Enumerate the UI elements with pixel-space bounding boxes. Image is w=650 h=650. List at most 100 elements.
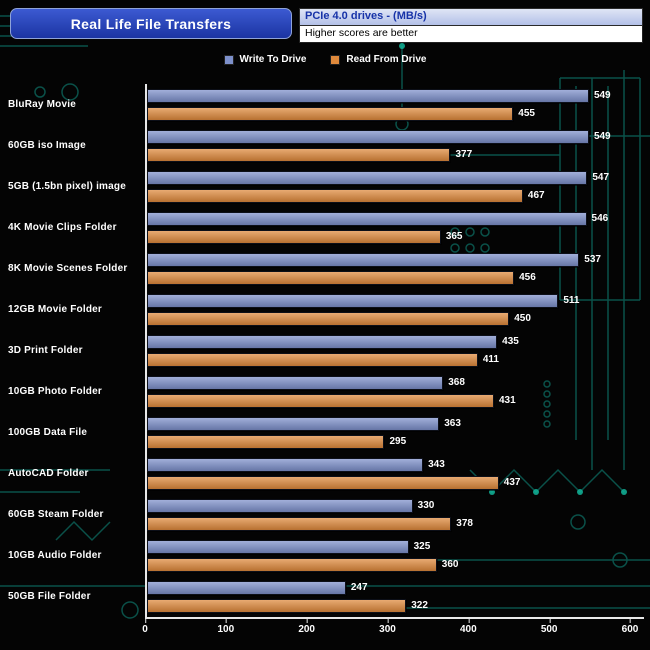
value-label: 435 <box>502 335 519 347</box>
category-label: 3D Print Folder <box>8 345 83 356</box>
value-label: 467 <box>527 189 545 201</box>
read-bar <box>147 393 494 408</box>
bar-line: 368 <box>147 375 630 390</box>
write-bar <box>147 252 580 267</box>
write-bar <box>147 498 413 513</box>
category-label: 50GB File Folder <box>8 591 91 602</box>
bar-line: 455 <box>147 106 630 121</box>
bar-line: 456 <box>147 270 630 285</box>
write-bar <box>147 170 588 185</box>
category-label: 8K Movie Scenes Folder <box>8 263 128 274</box>
category-label: 10GB Photo Folder <box>8 386 102 397</box>
read-bar <box>147 147 451 162</box>
value-label: 549 <box>593 130 611 142</box>
bar-line: 322 <box>147 598 630 613</box>
write-bar <box>147 457 424 472</box>
chart-row: AutoCAD Folder 343 437 <box>8 453 630 494</box>
value-label: 247 <box>350 581 368 593</box>
bar-line: 547 <box>147 170 630 185</box>
value-label: 378 <box>456 517 473 529</box>
chart-row: 4K Movie Clips Folder 546 365 <box>8 207 630 248</box>
bar-line: 330 <box>147 498 630 513</box>
category-label: BluRay Movie <box>8 99 76 110</box>
bars-group: 368 431 <box>145 371 630 412</box>
write-bar <box>147 334 498 349</box>
bars-group: 247 322 <box>145 576 630 617</box>
x-tick-label: 600 <box>621 619 639 635</box>
bar-line: 325 <box>147 539 630 554</box>
x-tick-label: 100 <box>217 619 235 635</box>
value-label: 377 <box>455 148 473 160</box>
bars-group: 546 365 <box>145 207 630 248</box>
chart-rows: BluRay Movie 549 455 60GB iso Image 549 377 5G… <box>8 84 630 617</box>
value-label: 456 <box>519 271 536 283</box>
write-bar <box>147 539 409 554</box>
bar-line: 411 <box>147 352 630 367</box>
category-label: 100GB Data File <box>8 427 88 438</box>
chart-title-box: Real Life File Transfers <box>10 8 292 39</box>
bars-group: 549 377 <box>145 125 630 166</box>
value-label: 343 <box>428 458 445 470</box>
bar-line: 549 <box>147 129 630 144</box>
subtitle-drive-type: PCIe 4.0 drives - (MB/s) <box>299 8 643 26</box>
bars-group: 343 437 <box>145 453 630 494</box>
value-label: 450 <box>514 312 531 324</box>
bars-group: 325 360 <box>145 535 630 576</box>
bar-line: 247 <box>147 580 630 595</box>
x-tick-label: 200 <box>298 619 315 635</box>
subtitle-boxes: PCIe 4.0 drives - (MB/s) Higher scores a… <box>299 8 643 43</box>
write-bar <box>147 211 587 226</box>
value-label: 368 <box>448 376 465 388</box>
category-label: 12GB Movie Folder <box>8 304 102 315</box>
legend-item: Read From Drive <box>330 54 426 65</box>
write-bar <box>147 129 589 144</box>
x-axis: 0 100 200 300 400 500 600 <box>142 617 644 637</box>
read-bar <box>147 229 441 244</box>
value-label: 295 <box>389 435 407 447</box>
bar-line: 377 <box>147 147 630 162</box>
value-label: 511 <box>563 294 580 306</box>
chart-row: 3D Print Folder 435 411 <box>8 330 630 371</box>
value-label: 546 <box>591 212 609 224</box>
chart-row: 60GB iso Image 549 377 <box>8 125 630 166</box>
bar-line: 437 <box>147 475 630 490</box>
x-tick-label: 400 <box>459 619 477 635</box>
value-label: 547 <box>592 171 610 183</box>
bar-line: 467 <box>147 188 630 203</box>
write-bar <box>147 88 589 103</box>
read-bar <box>147 311 510 326</box>
category-label: 5GB (1.5bn pixel) image <box>8 181 126 192</box>
chart-row: 100GB Data File 363 295 <box>8 412 630 453</box>
value-label: 330 <box>417 499 435 511</box>
value-label: 322 <box>411 599 428 611</box>
bar-line: 511 <box>147 293 630 308</box>
bar-line: 549 <box>147 88 630 103</box>
bars-group: 330 378 <box>145 494 630 535</box>
legend-swatch <box>330 54 341 65</box>
bar-chart: BluRay Movie 549 455 60GB iso Image 549 377 5G… <box>8 84 644 637</box>
legend-item: Write To Drive <box>223 54 306 65</box>
value-label: 431 <box>498 394 516 406</box>
bar-line: 365 <box>147 229 630 244</box>
read-bar <box>147 352 478 367</box>
category-label: 10GB Audio Folder <box>8 550 102 561</box>
chart-row: 5GB (1.5bn pixel) image 547 467 <box>8 166 630 207</box>
value-label: 411 <box>482 353 499 365</box>
read-bar <box>147 475 499 490</box>
bar-line: 435 <box>147 334 630 349</box>
category-label: AutoCAD Folder <box>8 468 89 479</box>
bar-line: 363 <box>147 416 630 431</box>
chart-row: 12GB Movie Folder 511 450 <box>8 289 630 330</box>
bar-line: 295 <box>147 434 630 449</box>
chart-row: 10GB Audio Folder 325 360 <box>8 535 630 576</box>
read-bar <box>147 516 452 531</box>
bar-line: 343 <box>147 457 630 472</box>
category-label: 60GB iso Image <box>8 140 86 151</box>
x-tick-label: 300 <box>379 619 396 635</box>
subtitle-note: Higher scores are better <box>299 26 643 43</box>
write-bar <box>147 375 444 390</box>
write-bar <box>147 580 346 595</box>
bar-line: 537 <box>147 252 630 267</box>
x-tick-label: 0 <box>142 619 148 635</box>
